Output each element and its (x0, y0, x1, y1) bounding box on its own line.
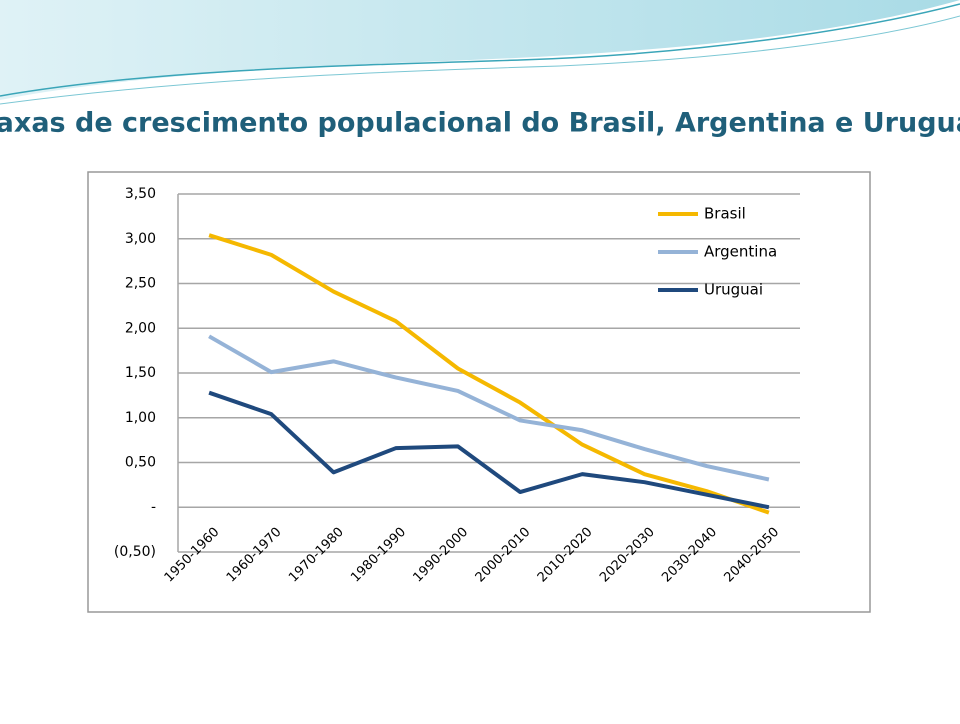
header-wave (0, 0, 960, 100)
chart-frame (87, 171, 871, 613)
y-tick-label: 1,00 (125, 410, 156, 426)
y-tick-label: 2,00 (125, 320, 156, 336)
wave-line (0, 3, 960, 97)
series-line (208, 233, 770, 515)
series-line (208, 334, 770, 482)
legend-label: Brasil (704, 205, 746, 223)
y-tick-label: 2,50 (125, 276, 156, 292)
slide-title: Taxas de crescimento populacional do Bra… (0, 108, 960, 139)
series-line (208, 390, 770, 510)
legend-label: Argentina (704, 243, 777, 261)
y-tick-label: 0,50 (125, 455, 156, 471)
y-tick-label: - (151, 499, 156, 515)
y-tick-label: 3,50 (125, 186, 156, 202)
y-tick-label: 3,00 (125, 231, 156, 247)
legend-label: Uruguai (704, 281, 763, 299)
y-tick-label: (0,50) (114, 544, 156, 560)
wave-line (0, 15, 960, 105)
y-tick-label: 1,50 (125, 365, 156, 381)
